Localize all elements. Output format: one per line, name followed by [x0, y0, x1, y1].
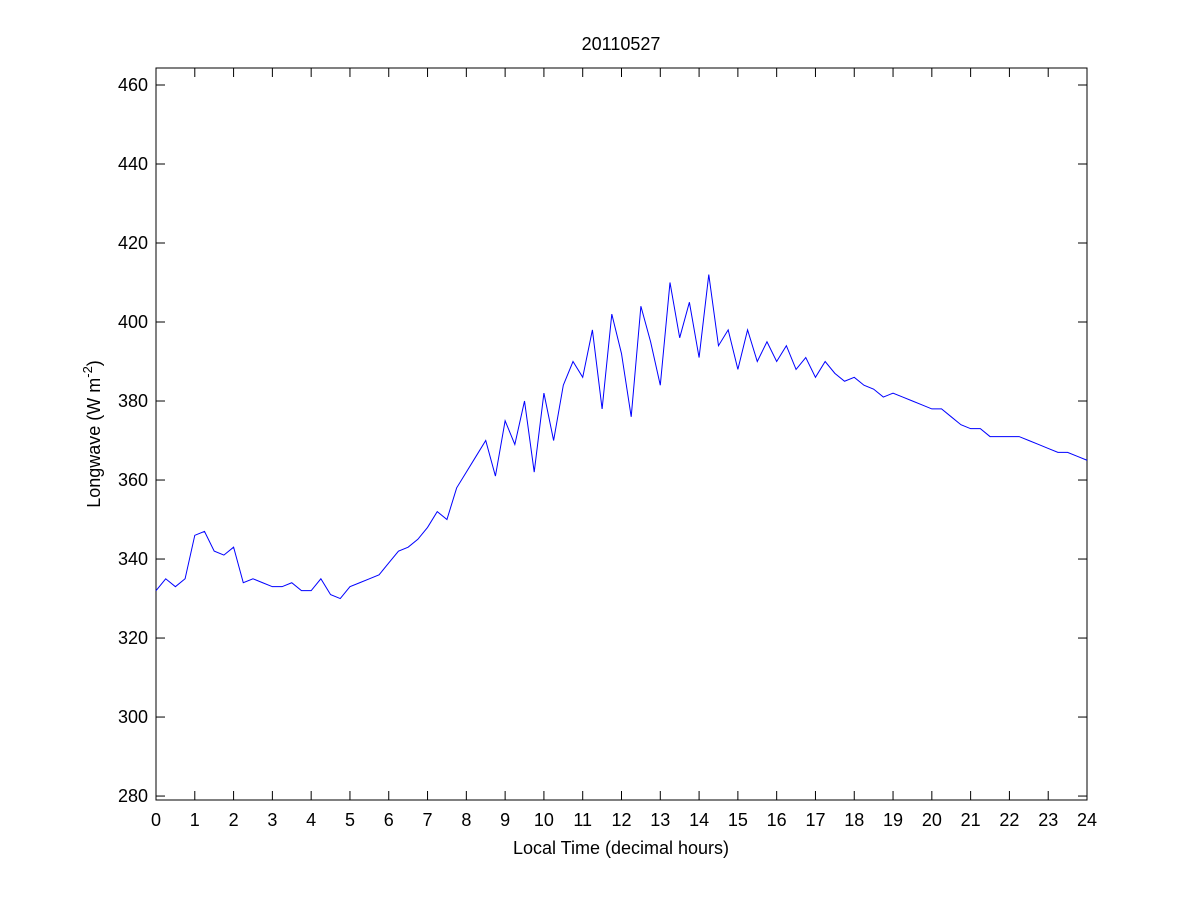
- x-tick-label: 2: [229, 810, 239, 830]
- y-tick-label: 400: [118, 312, 148, 332]
- x-tick-label: 18: [844, 810, 864, 830]
- y-tick-label: 320: [118, 628, 148, 648]
- y-tick-label: 360: [118, 470, 148, 490]
- x-tick-label: 7: [423, 810, 433, 830]
- x-tick-label: 4: [306, 810, 316, 830]
- y-tick-label: 440: [118, 154, 148, 174]
- x-tick-label: 6: [384, 810, 394, 830]
- x-tick-label: 14: [689, 810, 709, 830]
- y-tick-label: 460: [118, 75, 148, 95]
- x-tick-label: 11: [573, 810, 592, 830]
- x-tick-label: 17: [805, 810, 825, 830]
- x-tick-label: 19: [883, 810, 903, 830]
- y-axis-label-sup: -2: [80, 366, 95, 378]
- y-axis-label-part: Longwave (W m: [84, 378, 104, 508]
- y-tick-label: 340: [118, 549, 148, 569]
- x-tick-label: 0: [151, 810, 161, 830]
- x-tick-label: 8: [461, 810, 471, 830]
- y-tick-label: 280: [118, 786, 148, 806]
- x-tick-label: 5: [345, 810, 355, 830]
- y-tick-label: 380: [118, 391, 148, 411]
- x-tick-label: 20: [922, 810, 942, 830]
- x-tick-label: 23: [1038, 810, 1058, 830]
- x-tick-label: 10: [534, 810, 554, 830]
- y-axis-label: Longwave (W m-2): [80, 360, 104, 508]
- x-tick-label: 15: [728, 810, 748, 830]
- x-tick-label: 13: [650, 810, 670, 830]
- data-line: [155, 274, 1088, 600]
- x-tick-label: 12: [611, 810, 631, 830]
- x-tick-label: 3: [267, 810, 277, 830]
- chart-title: 20110527: [582, 34, 661, 54]
- x-tick-label: 21: [961, 810, 981, 830]
- y-tick-label: 300: [118, 707, 148, 727]
- x-tick-label: 16: [767, 810, 787, 830]
- y-axis-label-part: ): [84, 360, 104, 366]
- x-tick-label: 24: [1077, 810, 1097, 830]
- plot-area: [155, 67, 1088, 801]
- x-axis-label: Local Time (decimal hours): [513, 838, 729, 858]
- x-tick-label: 1: [190, 810, 200, 830]
- x-tick-label: 22: [999, 810, 1019, 830]
- y-tick-label: 420: [118, 233, 148, 253]
- x-tick-label: 9: [500, 810, 510, 830]
